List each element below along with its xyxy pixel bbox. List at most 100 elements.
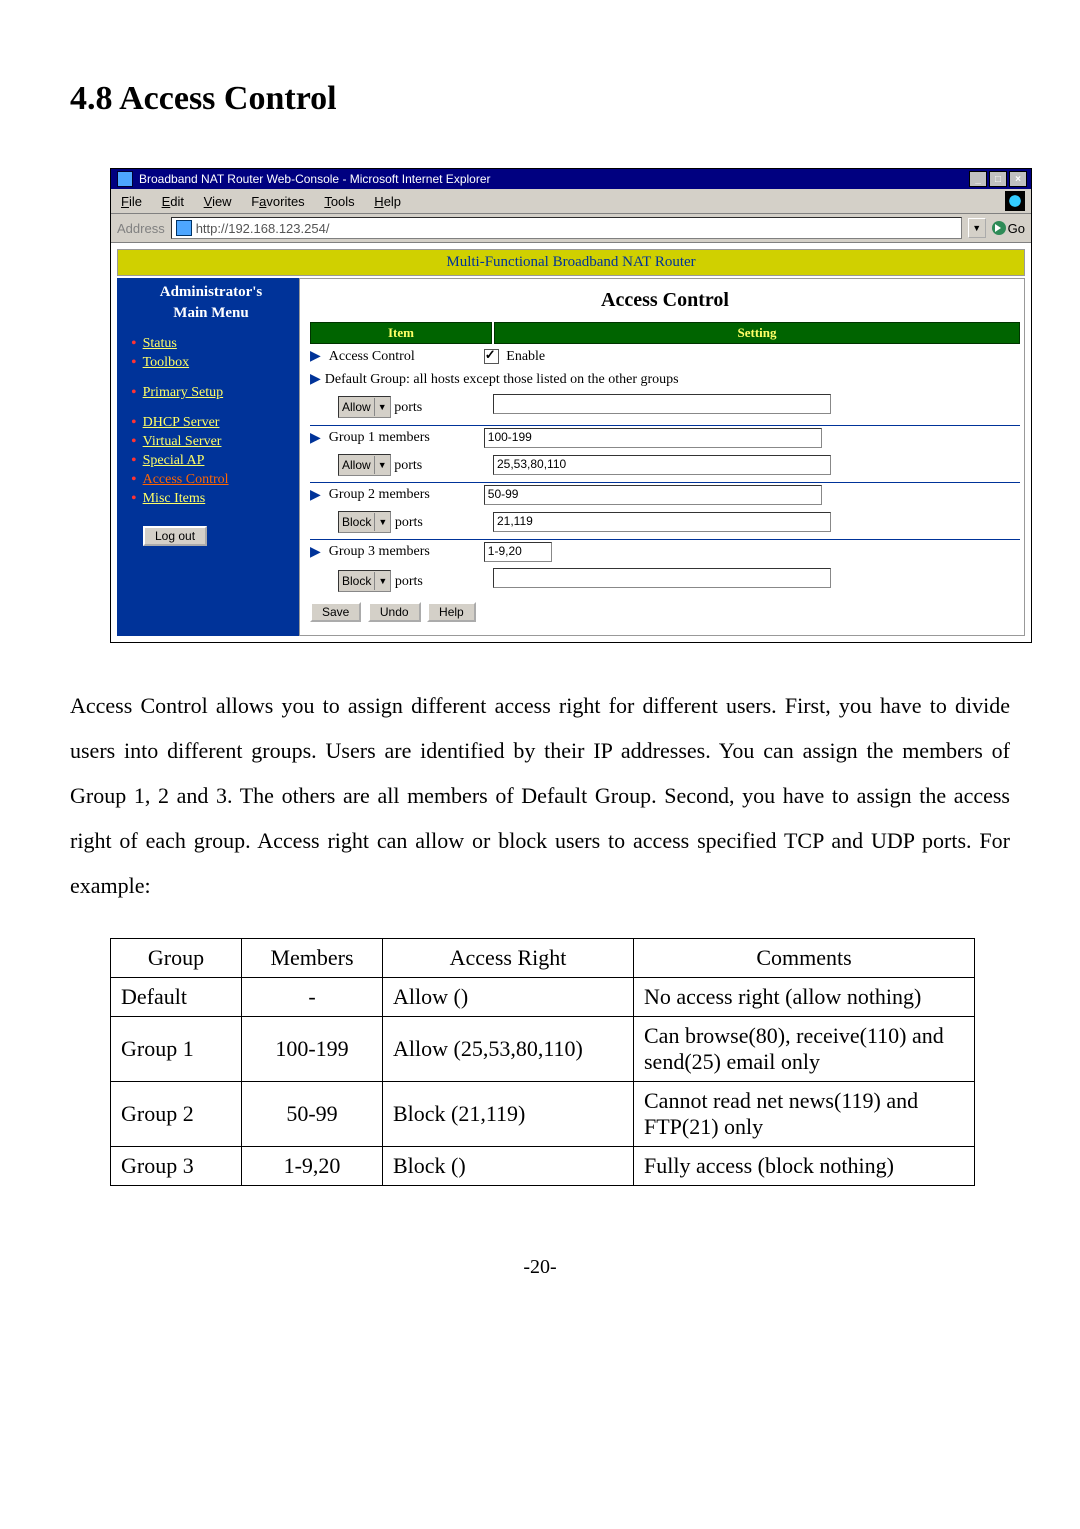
col-item: Item xyxy=(310,322,492,344)
cell: Can browse(80), receive(110) and send(25… xyxy=(634,1017,975,1082)
sidebar-item-special-ap[interactable]: Special AP xyxy=(143,453,205,469)
sidebar-item-virtual-server[interactable]: Virtual Server xyxy=(143,434,222,450)
default-group-text: Default Group: all hosts except those li… xyxy=(325,372,679,388)
cell: 1-9,20 xyxy=(242,1147,383,1186)
cell: - xyxy=(242,978,383,1017)
url-input[interactable]: http://192.168.123.254/ xyxy=(171,217,962,239)
ie-logo-icon xyxy=(1005,191,1025,211)
close-button[interactable]: × xyxy=(1009,171,1027,187)
go-icon xyxy=(992,221,1006,235)
logout-button[interactable]: Log out xyxy=(143,526,207,546)
body-paragraph: Access Control allows you to assign diff… xyxy=(70,683,1010,908)
table-header-row: Group Members Access Right Comments xyxy=(111,939,975,978)
url-text: http://192.168.123.254/ xyxy=(196,221,330,236)
th-members: Members xyxy=(242,939,383,978)
address-label: Address xyxy=(117,221,165,236)
ie-icon xyxy=(117,171,133,187)
sidebar-title-2: Main Menu xyxy=(131,305,291,322)
cell: Fully access (block nothing) xyxy=(634,1147,975,1186)
ports-label: ports xyxy=(395,574,423,589)
default-mode-select[interactable]: Allow▼ xyxy=(338,396,391,418)
menu-view[interactable]: View xyxy=(196,192,240,211)
titlebar: Broadband NAT Router Web-Console - Micro… xyxy=(111,169,1031,189)
sidebar-item-toolbox[interactable]: Toolbox xyxy=(143,355,189,371)
col-setting: Setting xyxy=(494,322,1020,344)
group3-label: Group 3 members xyxy=(325,544,484,560)
table-row: Default - Allow () No access right (allo… xyxy=(111,978,975,1017)
menubar: File Edit View Favorites Tools Help xyxy=(111,189,1031,214)
ports-label: ports xyxy=(394,400,422,415)
sidebar-item-dhcp[interactable]: DHCP Server xyxy=(143,415,220,431)
group2-ports-input[interactable]: 21,119 xyxy=(493,512,831,532)
cell: 50-99 xyxy=(242,1082,383,1147)
arrow-icon: ▶ xyxy=(310,430,321,447)
addressbar: Address http://192.168.123.254/ ▼ Go xyxy=(111,214,1031,243)
maximize-button[interactable]: □ xyxy=(989,171,1007,187)
group3-members-input[interactable]: 1-9,20 xyxy=(484,542,552,562)
cell: No access right (allow nothing) xyxy=(634,978,975,1017)
section-title: 4.8 Access Control xyxy=(70,80,1010,118)
ports-label: ports xyxy=(394,458,422,473)
cell: Allow (25,53,80,110) xyxy=(383,1017,634,1082)
cell: Group 2 xyxy=(111,1082,242,1147)
arrow-icon: ▶ xyxy=(310,544,321,561)
menu-file[interactable]: File xyxy=(113,192,150,211)
cell: Group 3 xyxy=(111,1147,242,1186)
group2-mode-select[interactable]: Block▼ xyxy=(338,511,391,533)
page-number: -20- xyxy=(70,1256,1010,1279)
cell: Block (21,119) xyxy=(383,1082,634,1147)
cell: Cannot read net news(119) and FTP(21) on… xyxy=(634,1082,975,1147)
ports-label: ports xyxy=(395,515,423,530)
group3-mode-select[interactable]: Block▼ xyxy=(338,570,391,592)
ie-window: Broadband NAT Router Web-Console - Micro… xyxy=(110,168,1032,643)
table-row: Group 2 50-99 Block (21,119) Cannot read… xyxy=(111,1082,975,1147)
go-label: Go xyxy=(1008,221,1025,236)
cell: Allow () xyxy=(383,978,634,1017)
sidebar-title-1: Administrator's xyxy=(131,284,291,301)
router-banner: Multi-Functional Broadband NAT Router xyxy=(117,249,1025,276)
page-icon xyxy=(176,220,192,236)
group1-members-input[interactable]: 100-199 xyxy=(484,428,822,448)
sidebar-item-primary-setup[interactable]: Primary Setup xyxy=(143,385,224,401)
example-table: Group Members Access Right Comments Defa… xyxy=(110,938,975,1186)
group2-members-input[interactable]: 50-99 xyxy=(484,485,822,505)
group1-mode-select[interactable]: Allow▼ xyxy=(338,454,391,476)
group1-label: Group 1 members xyxy=(325,430,484,446)
cell: Default xyxy=(111,978,242,1017)
group3-ports-input[interactable] xyxy=(493,568,831,588)
menu-help[interactable]: Help xyxy=(366,192,409,211)
cell: Group 1 xyxy=(111,1017,242,1082)
url-dropdown[interactable]: ▼ xyxy=(968,218,986,238)
arrow-icon: ▶ xyxy=(310,487,321,504)
minimize-button[interactable]: _ xyxy=(969,171,987,187)
arrow-icon: ▶ xyxy=(310,371,321,388)
save-button[interactable]: Save xyxy=(310,602,361,622)
cell: 100-199 xyxy=(242,1017,383,1082)
table-row: Group 3 1-9,20 Block () Fully access (bl… xyxy=(111,1147,975,1186)
enable-label: Enable xyxy=(506,349,545,364)
sidebar-item-status[interactable]: Status xyxy=(143,336,177,352)
th-group: Group xyxy=(111,939,242,978)
menu-tools[interactable]: Tools xyxy=(316,192,362,211)
menu-edit[interactable]: Edit xyxy=(154,192,192,211)
undo-button[interactable]: Undo xyxy=(368,602,421,622)
content-panel: Access Control Item Setting ▶ Access Con… xyxy=(299,278,1025,636)
group2-label: Group 2 members xyxy=(325,487,484,503)
group1-ports-input[interactable]: 25,53,80,110 xyxy=(493,455,831,475)
menu-favorites[interactable]: Favorites xyxy=(243,192,312,211)
router-page: Multi-Functional Broadband NAT Router Ad… xyxy=(111,243,1031,642)
go-button[interactable]: Go xyxy=(992,221,1025,236)
enable-checkbox[interactable] xyxy=(484,349,499,364)
th-comments: Comments xyxy=(634,939,975,978)
help-button[interactable]: Help xyxy=(427,602,476,622)
arrow-icon: ▶ xyxy=(310,348,321,365)
sidebar-item-access-control[interactable]: Access Control xyxy=(143,472,229,488)
sidebar: Administrator's Main Menu Status Toolbox… xyxy=(117,278,299,636)
window-controls: _ □ × xyxy=(969,171,1027,187)
table-row: Group 1 100-199 Allow (25,53,80,110) Can… xyxy=(111,1017,975,1082)
sidebar-item-misc[interactable]: Misc Items xyxy=(143,491,206,507)
th-access-right: Access Right xyxy=(383,939,634,978)
window-title: Broadband NAT Router Web-Console - Micro… xyxy=(139,172,491,186)
cell: Block () xyxy=(383,1147,634,1186)
default-ports-input[interactable] xyxy=(493,394,831,414)
